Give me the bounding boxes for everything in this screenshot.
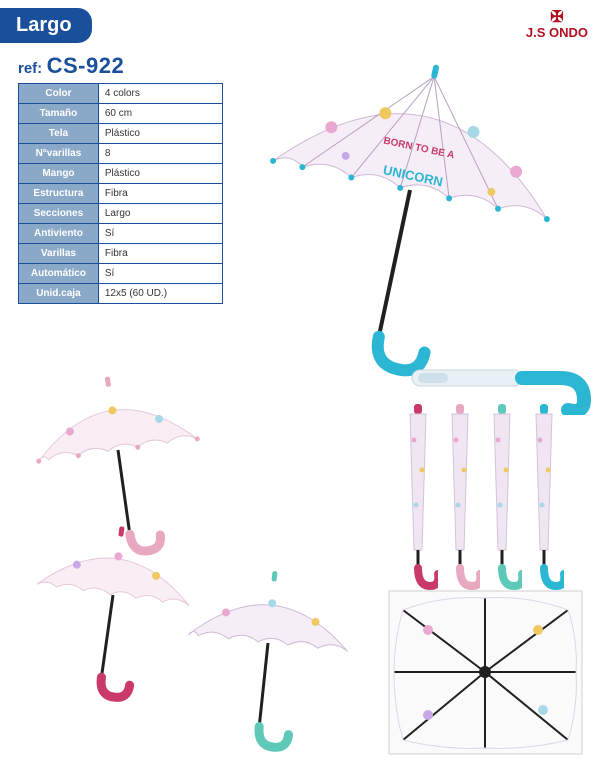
spec-key: Varillas xyxy=(19,244,99,264)
closed-umbrella xyxy=(482,400,522,595)
closed-umbrella xyxy=(398,400,438,595)
spec-row: TelaPlástico xyxy=(19,124,223,144)
spec-value: Plástico xyxy=(98,164,222,184)
spec-value: 60 cm xyxy=(98,104,222,124)
closed-umbrella xyxy=(524,400,564,595)
spec-row: Tamaño60 cm xyxy=(19,104,223,124)
brand-name: J.S ONDO xyxy=(526,26,588,39)
spec-row: Color4 colors xyxy=(19,84,223,104)
spec-value: Sí xyxy=(98,264,222,284)
spec-value: Fibra xyxy=(98,244,222,264)
spec-row: MangoPlástico xyxy=(19,164,223,184)
spec-key: Secciones xyxy=(19,204,99,224)
closed-umbrellas-set xyxy=(388,400,578,600)
spec-key: Automático xyxy=(19,264,99,284)
spec-row: VarillasFibra xyxy=(19,244,223,264)
brand-icon: ✠ xyxy=(526,10,588,26)
spec-row: EstructuraFibra xyxy=(19,184,223,204)
spec-value: 12x5 (60 UD.) xyxy=(98,284,222,304)
spec-key: Color xyxy=(19,84,99,104)
product-variants-area xyxy=(18,370,590,755)
spec-key: Antiviento xyxy=(19,224,99,244)
spec-value: Sí xyxy=(98,224,222,244)
spec-value: Largo xyxy=(98,204,222,224)
spec-key: Estructura xyxy=(19,184,99,204)
spec-row: N°varillas8 xyxy=(19,144,223,164)
header: Largo ✠ J.S ONDO xyxy=(0,0,600,47)
spec-key: Tamaño xyxy=(19,104,99,124)
closed-umbrella xyxy=(440,400,480,595)
spec-key: Tela xyxy=(19,124,99,144)
brand-logo: ✠ J.S ONDO xyxy=(526,8,588,39)
ref-label: ref: xyxy=(18,60,42,77)
spec-key: Unid.caja xyxy=(19,284,99,304)
spec-table: Color4 colorsTamaño60 cmTelaPlásticoN°va… xyxy=(18,83,223,304)
spec-value: 4 colors xyxy=(98,84,222,104)
spec-row: AntivientoSí xyxy=(19,224,223,244)
spec-key: Mango xyxy=(19,164,99,184)
umbrella-variant-teal xyxy=(168,565,368,760)
spec-value: 8 xyxy=(98,144,222,164)
spec-row: SeccionesLargo xyxy=(19,204,223,224)
umbrella-hero: BORN TO BE A UNICORN xyxy=(230,50,590,380)
spec-value: Plástico xyxy=(98,124,222,144)
spec-value: Fibra xyxy=(98,184,222,204)
spec-row: Unid.caja12x5 (60 UD.) xyxy=(19,284,223,304)
spec-key: N°varillas xyxy=(19,144,99,164)
category-badge: Largo xyxy=(0,8,92,43)
ref-value: CS-922 xyxy=(47,53,125,78)
umbrella-inside-view xyxy=(388,590,583,755)
spec-row: AutomáticoSí xyxy=(19,264,223,284)
